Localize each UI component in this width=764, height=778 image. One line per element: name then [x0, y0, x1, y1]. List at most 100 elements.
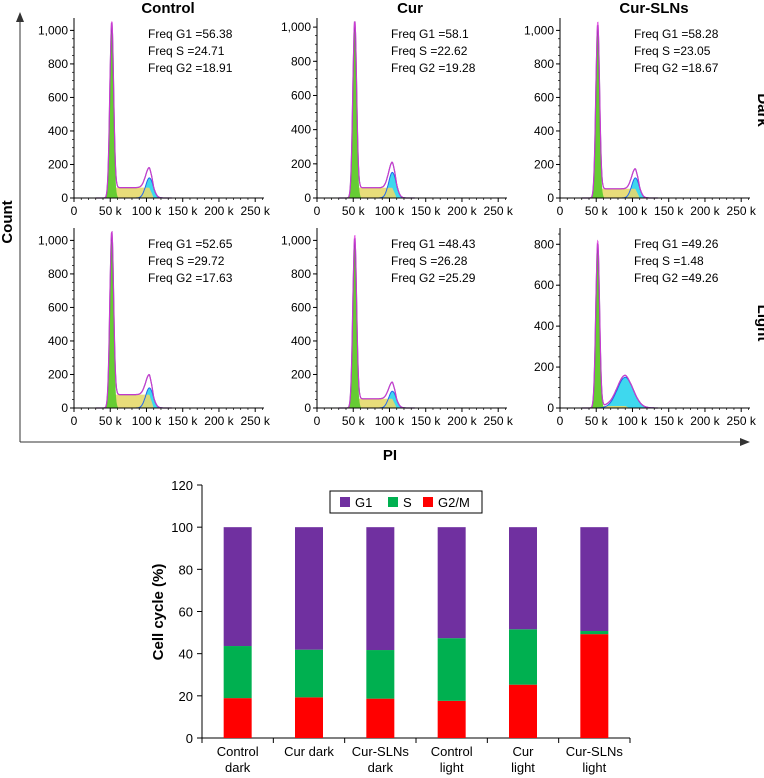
bar-g1-2 [366, 527, 395, 651]
bar-s-4 [509, 629, 537, 685]
bar-category-label: light [440, 760, 464, 775]
g2-phase-area [581, 377, 658, 408]
bar-s-1 [295, 649, 323, 698]
freq-stat-s: Freq S =24.71 [148, 44, 225, 58]
bar-g2m-5 [580, 634, 609, 738]
outer-x-axis [20, 438, 750, 446]
bar-s-5 [580, 631, 609, 635]
freq-stat-g2: Freq G2 =19.28 [391, 61, 476, 75]
y-tick-label: 1,000 [38, 233, 68, 247]
histogram-cur-slns-dark: 0 200 400 600 800 1,000 0 50 k 100 k 150 k 200 k 25… [524, 18, 757, 218]
g2-phase-area [338, 172, 415, 198]
y-tick-label: 800 [48, 267, 68, 281]
y-tick-label: 800 [291, 267, 311, 281]
y-tick-label: 400 [534, 319, 554, 333]
bar-category-label: Cur-SLNs [352, 744, 410, 759]
y-tick-label: 200 [48, 157, 68, 171]
g2-phase-area [95, 387, 172, 408]
freq-stat-g2: Freq G2 =17.63 [148, 271, 233, 285]
y-axis-label-count: Count [0, 200, 16, 243]
bar-g1-3 [437, 527, 466, 639]
x-tick-label: 250 k [241, 414, 271, 428]
x-tick-label: 0 [71, 414, 78, 428]
freq-stat-g1: Freq G1 =58.1 [391, 27, 469, 41]
bar-legend: G1 S G2/M [329, 490, 483, 514]
y-tick-label: 0 [547, 401, 554, 415]
bar-y-tick-label: 20 [179, 689, 193, 704]
y-tick-label: 200 [534, 157, 554, 171]
bar-g1-1 [295, 527, 323, 650]
y-tick-label: 400 [534, 124, 554, 138]
bar-category-label: light [582, 760, 606, 775]
bar-y-tick-label: 100 [171, 520, 193, 535]
y-tick-label: 400 [48, 334, 68, 348]
x-tick-label: 50 k [585, 414, 609, 428]
freq-stat-s: Freq S =1.48 [634, 254, 704, 268]
x-tick-label: 0 [314, 204, 321, 218]
y-tick-label: 200 [291, 367, 311, 381]
freq-stat-g1: Freq G1 =52.65 [148, 237, 233, 251]
bar-category-label: Cur dark [284, 744, 334, 759]
x-tick-label: 200 k [447, 204, 477, 218]
x-tick-label: 0 [557, 414, 564, 428]
y-tick-label: 0 [304, 401, 311, 415]
bar-g2m-3 [437, 700, 466, 738]
legend-label-s: S [403, 495, 412, 510]
row-title-light: Light [754, 305, 764, 342]
x-tick-label: 250 k [484, 204, 514, 218]
data-trace-line [338, 234, 415, 409]
data-trace-line [95, 21, 172, 199]
bar-category-label: dark [368, 760, 394, 775]
bar-s-0 [223, 646, 252, 699]
freq-stat-g1: Freq G1 =49.26 [634, 237, 719, 251]
x-tick-label: 200 k [447, 414, 477, 428]
x-tick-label: 100 k [132, 204, 162, 218]
y-tick-label: 400 [48, 124, 68, 138]
g2-phase-area [581, 177, 658, 198]
data-trace-line [95, 231, 172, 409]
y-tick-label: 600 [48, 300, 68, 314]
data-trace-line [581, 239, 658, 409]
x-tick-label: 100 k [375, 204, 405, 218]
x-tick-label: 50 k [342, 414, 366, 428]
g2-phase-area [95, 177, 172, 198]
x-tick-label: 100 k [132, 414, 162, 428]
bar-y-tick-label: 60 [179, 605, 193, 620]
y-tick-label: 600 [291, 88, 311, 102]
y-tick-label: 400 [291, 123, 311, 137]
y-tick-label: 600 [534, 278, 554, 292]
bar-category-label: Cur [513, 744, 535, 759]
y-tick-label: 1,000 [38, 23, 68, 37]
x-tick-label: 100 k [618, 414, 648, 428]
freq-stat-s: Freq S =23.05 [634, 44, 711, 58]
x-tick-label: 200 k [690, 204, 720, 218]
bar-g2m-1 [295, 697, 323, 738]
bar-y-axis-label: Cell cycle (%) [150, 564, 167, 661]
freq-stat-g2: Freq G2 =49.26 [634, 271, 719, 285]
bar-y-tick-label: 0 [186, 731, 193, 746]
y-tick-label: 200 [48, 367, 68, 381]
y-tick-label: 0 [547, 191, 554, 205]
g1-phase-area [338, 244, 415, 408]
x-tick-label: 50 k [99, 204, 123, 218]
y-tick-label: 0 [304, 191, 311, 205]
y-tick-label: 800 [291, 54, 311, 68]
y-tick-label: 200 [291, 157, 311, 171]
y-tick-label: 600 [48, 90, 68, 104]
col-title-cur-slns: Cur-SLNs [619, 0, 688, 17]
freq-stat-s: Freq S =22.62 [391, 44, 468, 58]
bar-g1-0 [223, 527, 252, 647]
x-tick-label: 150 k [168, 414, 198, 428]
x-tick-label: 0 [557, 204, 564, 218]
y-tick-label: 200 [534, 360, 554, 374]
freq-stat-g2: Freq G2 =18.91 [148, 61, 233, 75]
x-tick-label: 50 k [342, 204, 366, 218]
flow-cytometry-panels: Control Cur Cur-SLNs Dark Light Count PI… [0, 0, 764, 464]
y-tick-label: 800 [534, 237, 554, 251]
x-tick-label: 0 [314, 414, 321, 428]
x-tick-label: 250 k [241, 204, 271, 218]
x-tick-label: 100 k [618, 204, 648, 218]
y-tick-label: 400 [291, 334, 311, 348]
bar-category-label: dark [225, 760, 251, 775]
